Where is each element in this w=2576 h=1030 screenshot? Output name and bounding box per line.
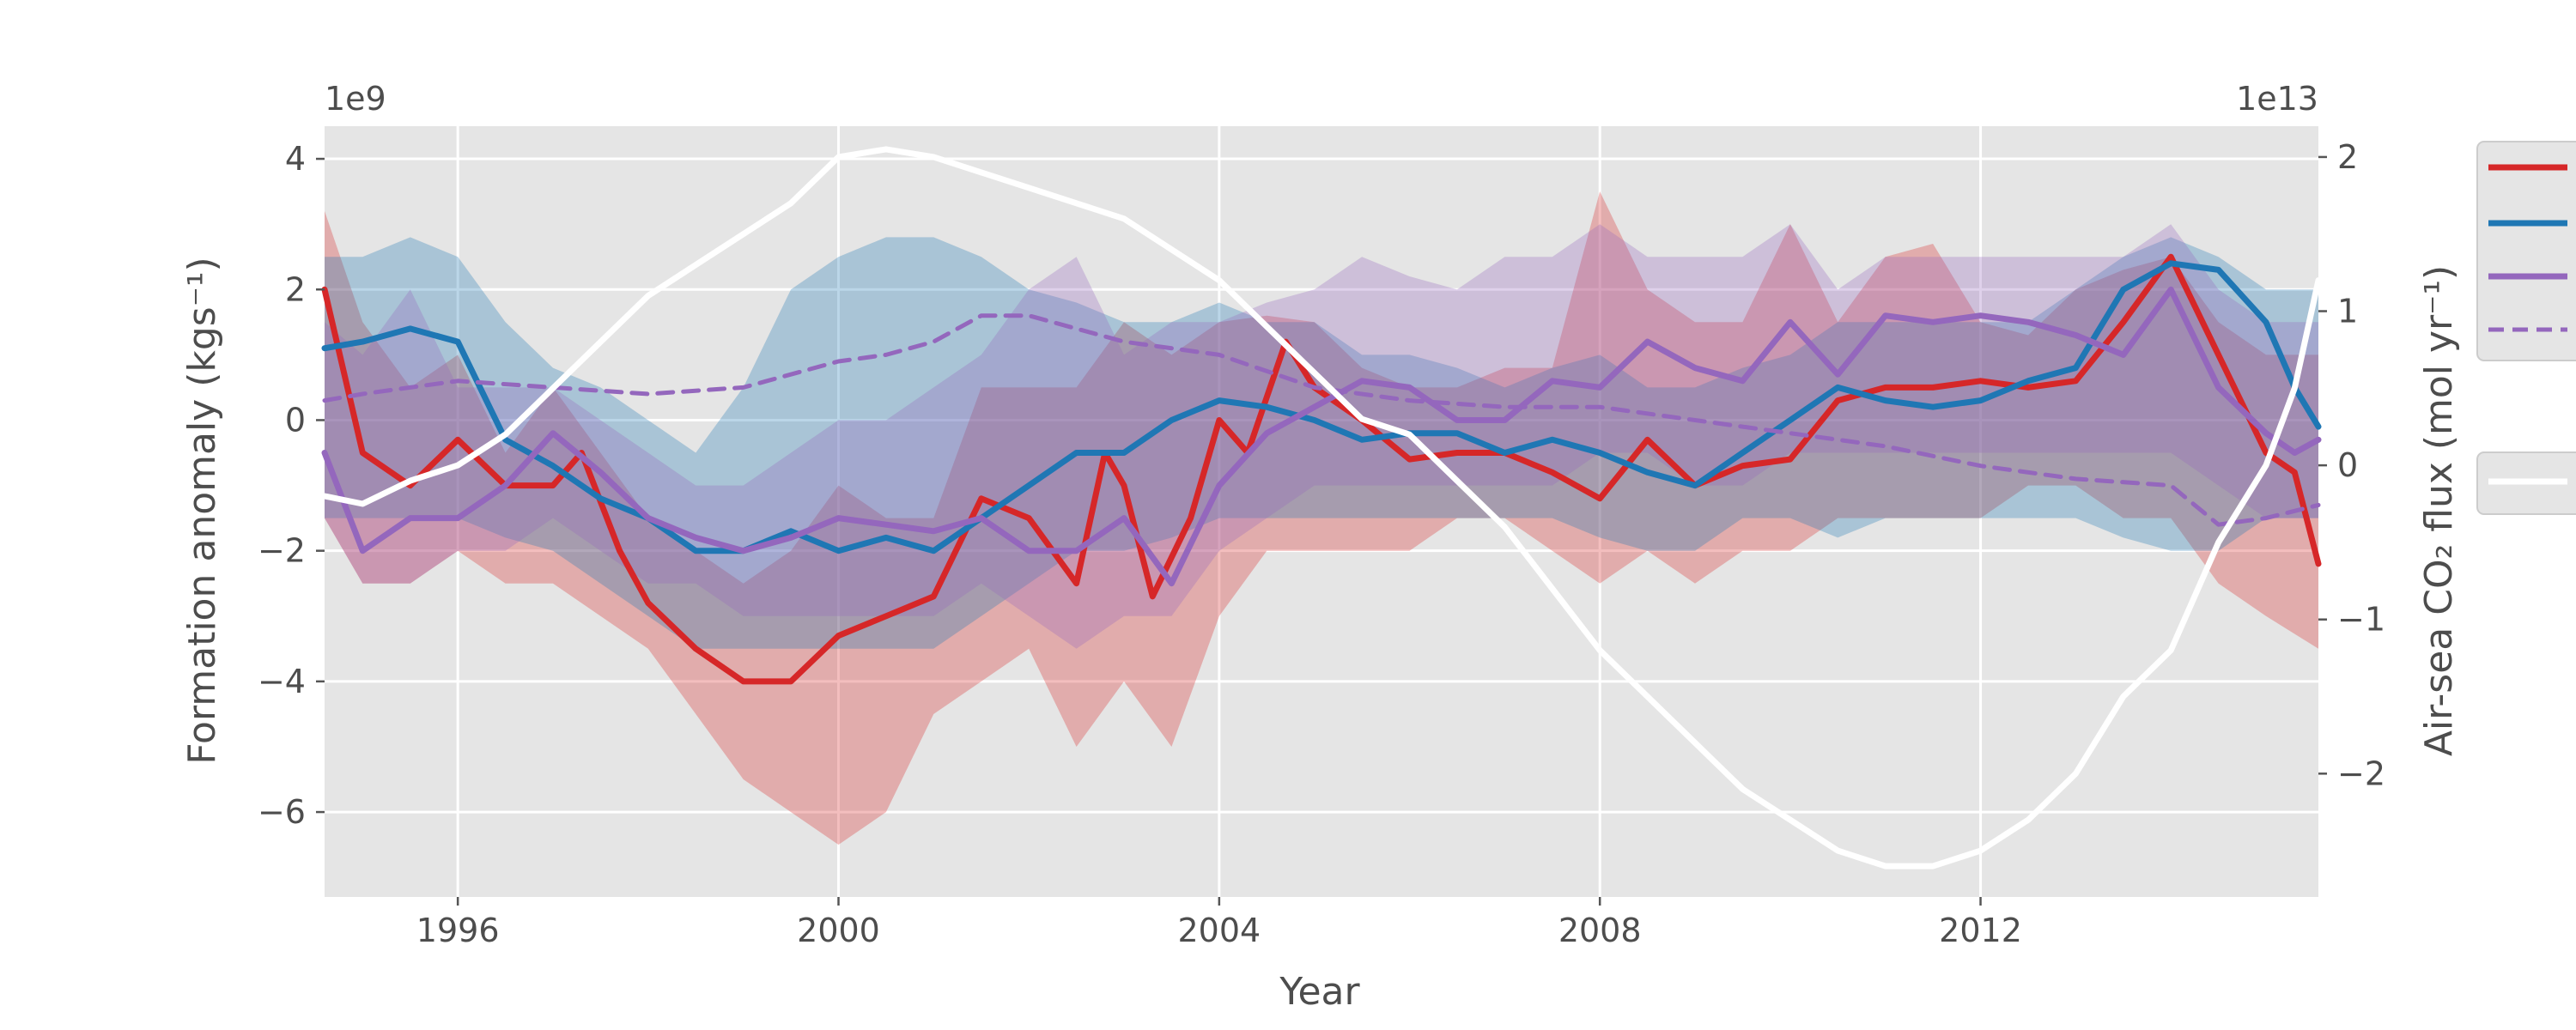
- y-left-tick-label: −2: [258, 532, 306, 570]
- series-line-0: [321, 253, 2322, 685]
- x-tick-label: 2000: [797, 912, 880, 949]
- left-axis-multiplier: 1e9: [325, 80, 386, 118]
- y-right-tick-label: −2: [2337, 754, 2385, 792]
- right-axis-multiplier: 1e13: [2236, 80, 2318, 118]
- y-right-tick-label: 1: [2337, 293, 2358, 330]
- grid-lines: [325, 126, 2318, 897]
- y-axis-left-title: Formation anomaly (kgs⁻¹): [180, 257, 224, 764]
- y-left-tick-label: −6: [258, 793, 306, 831]
- y-right-tick-label: 2: [2337, 138, 2358, 176]
- y-left-tick-label: 2: [285, 270, 306, 308]
- x-tick-label: 2012: [1939, 912, 2022, 949]
- y-right-tick-label: −1: [2337, 601, 2385, 639]
- x-tick-label: 1996: [416, 912, 500, 949]
- x-axis-title: Year: [1279, 970, 1360, 1014]
- legend-box-top: [2476, 141, 2576, 361]
- y-left-tick-label: −4: [258, 663, 306, 700]
- series-lines: [321, 146, 2322, 869]
- series-line-4: [321, 146, 2322, 869]
- axes: 1996 2000 2004 2008 2012 4 2 0 −2 −4 −6 2 1 0 −1 −2: [258, 138, 2385, 949]
- x-tick-label: 2004: [1177, 912, 1261, 949]
- y-left-tick-label: 0: [285, 401, 306, 439]
- y-left-tick-label: 4: [285, 140, 306, 178]
- y-right-tick-label: 0: [2337, 446, 2358, 484]
- y-axis-right-title: Air-sea CO₂ flux (mol yr⁻¹): [2417, 265, 2461, 756]
- plot-background: [325, 126, 2318, 897]
- x-tick-label: 2008: [1558, 912, 1642, 949]
- series-line-3: [322, 313, 2321, 527]
- legend: [2476, 141, 2576, 515]
